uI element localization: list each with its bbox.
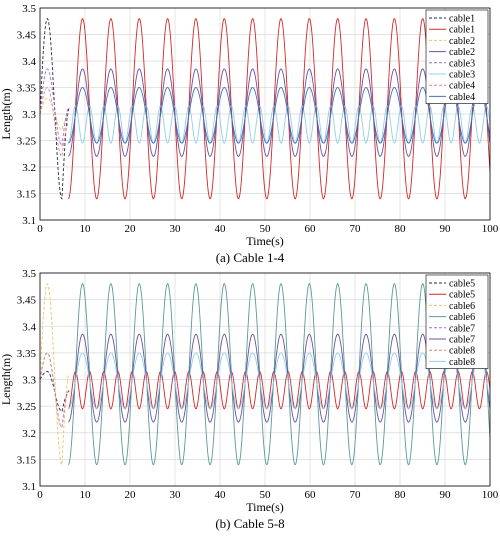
x-tick-label: 20 <box>125 223 137 235</box>
x-tick-label: 0 <box>37 223 43 235</box>
y-tick-label: 3.45 <box>17 295 37 307</box>
legend-label: cable2 <box>449 47 475 58</box>
series-line-cable4-dashed <box>40 87 70 157</box>
y-tick-label: 3.35 <box>17 83 37 95</box>
y-tick-label: 3.1 <box>22 481 36 493</box>
x-axis-label: Time(s) <box>246 500 284 514</box>
series-line-cable3-dashed <box>40 68 70 147</box>
y-tick-label: 3.4 <box>22 321 36 333</box>
series-line-cable6-dashed <box>40 283 70 466</box>
x-tick-label: 80 <box>395 489 407 501</box>
plot-frame <box>39 272 491 487</box>
series-line-cable7-solid <box>68 333 490 423</box>
series-line-cable5-solid <box>68 370 490 410</box>
series-line-cable8-solid <box>68 352 490 410</box>
legend: cable1cable1cable2cable2cable3cable3cabl… <box>425 9 489 104</box>
legend-label: cable1 <box>449 14 475 25</box>
plot-frame <box>39 7 491 221</box>
x-tick-label: 40 <box>215 489 227 501</box>
x-tick-label: 90 <box>440 223 452 235</box>
series-group <box>40 18 490 200</box>
y-tick-label: 3.2 <box>22 428 36 440</box>
caption-a: (a) Cable 1-4 <box>215 250 285 265</box>
legend-label: cable7 <box>449 323 475 334</box>
x-tick-label: 10 <box>80 223 92 235</box>
y-axis-label: Length(m) <box>0 88 13 139</box>
legend-label: cable1 <box>449 25 475 36</box>
legend: cable5cable5cable6cable6cable7cable7cabl… <box>425 274 489 369</box>
x-tick-label: 20 <box>125 489 137 501</box>
x-tick-label: 100 <box>482 223 499 235</box>
legend-label: cable5 <box>449 290 475 301</box>
legend-label: cable7 <box>449 335 475 346</box>
legend-box <box>425 274 489 369</box>
y-tick-label: 3.25 <box>17 136 37 148</box>
caption-b: (b) Cable 5-8 <box>215 516 285 531</box>
legend-label: cable5 <box>449 279 475 290</box>
x-axis-label: Time(s) <box>246 234 284 248</box>
legend-label: cable3 <box>449 58 475 69</box>
legend-label: cable6 <box>449 312 475 323</box>
y-tick-label: 3.4 <box>22 56 36 68</box>
x-tick-label: 70 <box>350 489 362 501</box>
series-line-cable6-solid <box>68 283 490 466</box>
x-tick-label: 100 <box>482 489 499 501</box>
legend-label: cable4 <box>449 81 475 92</box>
legend-label: cable2 <box>449 36 475 47</box>
y-tick-label: 3.25 <box>17 401 37 413</box>
y-tick-label: 3.3 <box>22 375 36 387</box>
legend-label: cable4 <box>449 92 475 103</box>
y-tick-label: 3.2 <box>22 162 36 174</box>
series-line-cable8-dashed <box>40 352 70 429</box>
x-tick-label: 10 <box>80 489 92 501</box>
x-tick-label: 40 <box>215 223 227 235</box>
x-tick-label: 50 <box>260 489 272 501</box>
x-tick-label: 30 <box>170 489 182 501</box>
x-tick-label: 60 <box>305 489 317 501</box>
y-tick-label: 3.15 <box>17 454 37 466</box>
y-tick-label: 3.1 <box>22 215 36 227</box>
series-line-cable2-dashed <box>40 97 70 131</box>
y-tick-label: 3.15 <box>17 189 37 201</box>
legend-label: cable8 <box>449 357 475 368</box>
series-line-cable2-solid <box>68 68 490 157</box>
legend-label: cable8 <box>449 346 475 357</box>
legend-label: cable3 <box>449 70 475 81</box>
legend-box <box>425 9 489 104</box>
x-tick-label: 0 <box>37 489 43 501</box>
x-tick-label: 60 <box>305 223 317 235</box>
x-tick-label: 50 <box>260 223 272 235</box>
y-tick-label: 3.5 <box>22 3 36 15</box>
x-tick-label: 80 <box>395 223 407 235</box>
y-tick-label: 3.35 <box>17 348 37 360</box>
series-line-cable4-solid <box>68 87 490 144</box>
legend-label: cable6 <box>449 301 475 312</box>
x-tick-label: 30 <box>170 223 182 235</box>
chart-panel-b: 0 10 20 30 40 50 60 70 80 90 100 3.1 3.15 3.2 3.25 3.3 3… <box>0 268 499 514</box>
chart-panel-a: 0 10 20 30 40 50 60 70 80 90 100 3.1 3.15 3.2 3.25 3.3 3… <box>0 3 499 248</box>
x-tick-label: 70 <box>350 223 362 235</box>
y-axis-label: Length(m) <box>0 354 13 405</box>
y-tick-label: 3.45 <box>17 30 37 42</box>
x-tick-label: 90 <box>440 489 452 501</box>
y-tick-label: 3.5 <box>22 268 36 280</box>
series-group <box>40 283 490 466</box>
series-line-cable1-solid <box>68 18 490 200</box>
series-line-cable3-solid <box>68 105 490 144</box>
y-tick-label: 3.3 <box>22 109 36 121</box>
